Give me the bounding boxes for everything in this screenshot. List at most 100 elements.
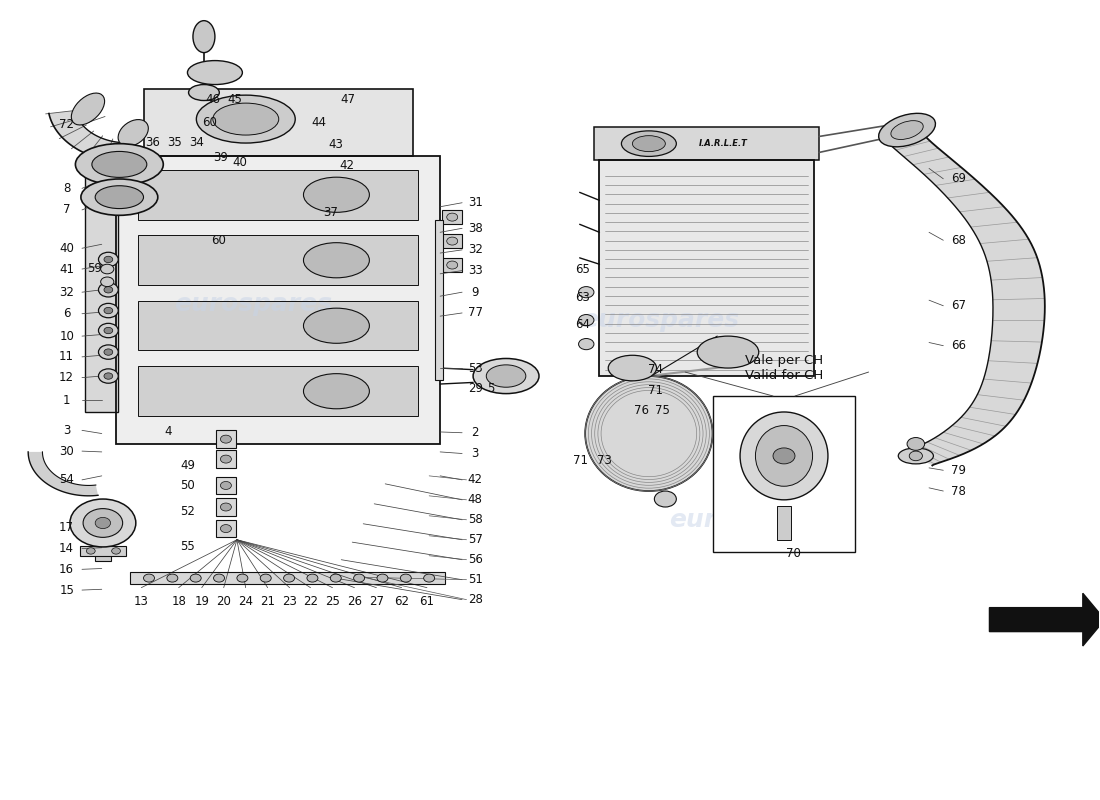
Bar: [130, 572, 444, 584]
Ellipse shape: [197, 95, 295, 143]
Text: I.A.R.L.E.T: I.A.R.L.E.T: [700, 139, 748, 148]
Text: 50: 50: [180, 479, 195, 492]
Text: 76: 76: [634, 404, 649, 417]
Bar: [96, 547, 111, 562]
Text: 37: 37: [322, 206, 338, 219]
Text: 79: 79: [952, 464, 966, 477]
Bar: [442, 210, 462, 224]
Circle shape: [353, 574, 364, 582]
Text: 23: 23: [283, 594, 297, 608]
Text: 57: 57: [468, 534, 483, 546]
Text: 38: 38: [468, 222, 483, 234]
Circle shape: [99, 252, 118, 266]
Circle shape: [99, 303, 118, 318]
Text: 77: 77: [468, 306, 483, 319]
Bar: [216, 450, 235, 468]
Text: 54: 54: [59, 474, 74, 486]
Bar: [216, 498, 235, 516]
Text: 15: 15: [59, 583, 74, 597]
Ellipse shape: [740, 412, 828, 500]
Ellipse shape: [76, 144, 163, 185]
Circle shape: [99, 323, 118, 338]
Text: 32: 32: [468, 243, 483, 256]
Ellipse shape: [899, 448, 934, 464]
Text: 39: 39: [213, 150, 228, 164]
Text: eurospares: eurospares: [581, 308, 739, 332]
Bar: [138, 235, 418, 285]
Polygon shape: [143, 89, 412, 157]
Circle shape: [330, 574, 341, 582]
Text: 29: 29: [468, 382, 483, 395]
Text: 56: 56: [468, 554, 483, 566]
Circle shape: [908, 438, 925, 450]
Circle shape: [104, 307, 113, 314]
Text: 68: 68: [952, 234, 966, 246]
Bar: [138, 301, 418, 350]
Text: 1: 1: [63, 394, 70, 406]
Circle shape: [104, 373, 113, 379]
Text: 3: 3: [472, 447, 478, 460]
Text: 26: 26: [346, 594, 362, 608]
Ellipse shape: [697, 336, 759, 368]
Text: Vale per CH: Vale per CH: [745, 354, 823, 367]
Text: 65: 65: [575, 263, 591, 276]
Bar: [442, 258, 462, 272]
Circle shape: [112, 548, 120, 554]
Text: 55: 55: [180, 541, 195, 554]
Circle shape: [307, 574, 318, 582]
Text: 75: 75: [654, 404, 670, 417]
Text: 64: 64: [575, 318, 591, 331]
Ellipse shape: [212, 103, 278, 135]
Text: 46: 46: [206, 94, 220, 106]
Text: 47: 47: [340, 94, 355, 106]
Text: 40: 40: [233, 156, 248, 170]
Circle shape: [377, 574, 388, 582]
Ellipse shape: [891, 121, 923, 139]
Circle shape: [220, 482, 231, 490]
Ellipse shape: [486, 365, 526, 387]
Ellipse shape: [188, 85, 219, 101]
Circle shape: [190, 574, 201, 582]
Circle shape: [104, 327, 113, 334]
Text: 42: 42: [468, 474, 483, 486]
Text: 21: 21: [261, 594, 275, 608]
Ellipse shape: [304, 374, 370, 409]
Text: 34: 34: [189, 136, 204, 150]
Text: 32: 32: [59, 286, 74, 298]
Circle shape: [236, 574, 248, 582]
Text: 74: 74: [648, 363, 663, 376]
Polygon shape: [138, 170, 418, 219]
Bar: [216, 430, 235, 448]
Text: 60: 60: [202, 116, 217, 130]
Bar: [138, 170, 418, 219]
Polygon shape: [86, 172, 116, 412]
Bar: [86, 172, 118, 412]
Circle shape: [579, 338, 594, 350]
Ellipse shape: [304, 242, 370, 278]
Text: 63: 63: [575, 291, 591, 304]
Ellipse shape: [96, 186, 143, 209]
Ellipse shape: [621, 131, 676, 157]
Ellipse shape: [92, 151, 146, 178]
Text: 61: 61: [419, 594, 435, 608]
Bar: [80, 546, 125, 556]
Text: 71: 71: [648, 384, 663, 397]
Circle shape: [400, 574, 411, 582]
Text: 62: 62: [394, 594, 409, 608]
Text: 48: 48: [468, 494, 483, 506]
Text: 59: 59: [87, 262, 101, 274]
Bar: [594, 127, 820, 161]
Text: 51: 51: [468, 573, 483, 586]
Text: 78: 78: [952, 485, 966, 498]
Text: 14: 14: [59, 542, 74, 555]
Bar: [778, 506, 791, 540]
Circle shape: [220, 455, 231, 463]
Circle shape: [99, 282, 118, 297]
Text: 40: 40: [59, 242, 74, 254]
Circle shape: [99, 369, 118, 383]
Ellipse shape: [192, 21, 215, 53]
Circle shape: [96, 518, 111, 529]
Ellipse shape: [187, 61, 242, 85]
Text: 17: 17: [59, 522, 74, 534]
Text: 45: 45: [228, 94, 242, 106]
